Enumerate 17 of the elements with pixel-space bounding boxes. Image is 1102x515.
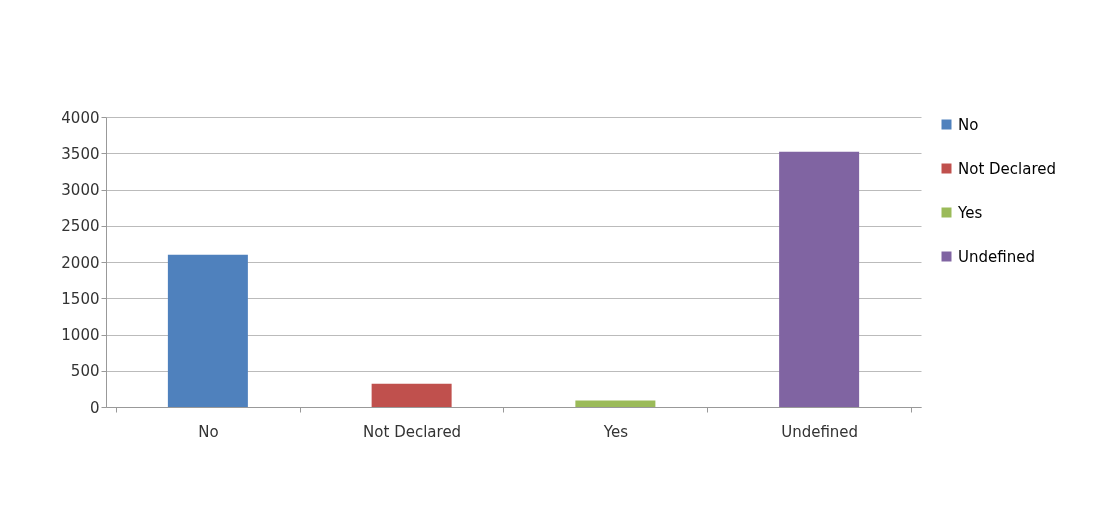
y-tick-label: 1000 <box>61 326 100 344</box>
y-tick-label: 500 <box>70 362 100 381</box>
x-tick-label: Undefined <box>781 422 859 441</box>
legend-label: No <box>958 115 979 134</box>
x-tick-label: Not Declared <box>363 422 462 441</box>
x-tick-label: Yes <box>602 422 629 441</box>
legend-label: Undefined <box>958 247 1035 266</box>
y-tick-label: 4000 <box>61 108 100 127</box>
y-tick-label: 0 <box>89 398 100 417</box>
x-tick-label: No <box>198 422 219 441</box>
legend-label: Yes <box>957 203 983 222</box>
y-tick-label: 3500 <box>61 144 100 163</box>
legend-label: Not Declared <box>958 159 1057 178</box>
y-tick-label: 2000 <box>61 253 100 272</box>
y-tick-label: 3000 <box>61 181 100 199</box>
y-tick-label: 2500 <box>61 217 100 236</box>
y-tick-label: 1500 <box>61 289 100 308</box>
